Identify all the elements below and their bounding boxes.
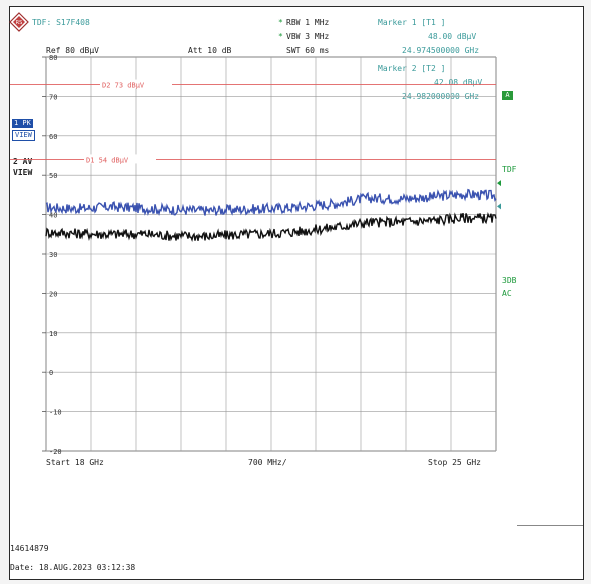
marker2-level: 42.08 dBµV bbox=[434, 78, 483, 87]
trace2-mode-label: 2 AV bbox=[13, 157, 33, 166]
y-tick-label: 70 bbox=[49, 93, 57, 101]
marker1-title: Marker 1 [T1 ] bbox=[378, 18, 446, 27]
vbw-star: * bbox=[278, 32, 283, 41]
ac-indicator: AC bbox=[502, 289, 512, 298]
rbw-star: * bbox=[278, 18, 283, 27]
y-tick-label: 10 bbox=[49, 330, 57, 338]
y-tick-label: -10 bbox=[49, 409, 62, 417]
marker1-level: 48.00 dBµV bbox=[428, 32, 477, 41]
limit-label-bg bbox=[84, 154, 156, 164]
trace-average bbox=[45, 211, 497, 242]
stop-frequency-label: Stop 25 GHz bbox=[428, 458, 481, 467]
y-tick-label: 30 bbox=[49, 251, 57, 259]
marker-indicator-icon bbox=[497, 180, 501, 187]
marker1-frequency: 24.974500000 GHz bbox=[402, 46, 480, 55]
y-tick-label: -20 bbox=[49, 448, 62, 456]
start-frequency-label: Start 18 GHz bbox=[46, 458, 104, 467]
attenuation-label: Att 10 dB bbox=[188, 46, 232, 55]
divider-line bbox=[517, 525, 583, 526]
marker2-title: Marker 2 [T2 ] bbox=[378, 64, 446, 73]
trace-peak bbox=[45, 188, 497, 217]
y-tick-label: 60 bbox=[49, 133, 57, 141]
limit-line-label: D2 73 dBµV bbox=[102, 82, 145, 90]
a-indicator: A bbox=[502, 91, 513, 100]
ref-level-label: Ref 80 dBµV bbox=[46, 46, 99, 55]
rbw-label: RBW 1 MHz bbox=[286, 18, 330, 27]
y-tick-label: 20 bbox=[49, 290, 57, 298]
span-per-division-label: 700 MHz/ bbox=[248, 458, 287, 467]
3db-indicator: 3DB bbox=[502, 276, 517, 285]
trace1-mode-badge: 1 PK bbox=[12, 119, 33, 128]
svg-text:RS: RS bbox=[16, 20, 23, 26]
tdf-label: TDF: S17F408 bbox=[32, 18, 90, 27]
y-tick-label: 0 bbox=[49, 369, 53, 377]
spectrum-plot: D2 73 dBµV D1 54 dBµV 80 70 60 50 40 30 20 10 0 -1… bbox=[10, 54, 501, 456]
screenshot-id: 14614879 bbox=[10, 544, 49, 553]
capture-date: Date: 18.AUG.2023 03:12:38 bbox=[10, 563, 136, 572]
analyzer-screenshot: RS TDF: S17F408 Ref 80 dBµV Att 10 dB * … bbox=[9, 6, 584, 580]
sweep-time-label: SWT 60 ms bbox=[286, 46, 330, 55]
vbw-label: VBW 3 MHz bbox=[286, 32, 330, 41]
limit-line-label: D1 54 dBµV bbox=[86, 156, 129, 164]
trace2-view-label: VIEW bbox=[13, 168, 33, 177]
y-tick-label: 40 bbox=[49, 212, 57, 220]
marker-indicator-icon bbox=[497, 203, 501, 210]
tdf-indicator: TDF bbox=[502, 165, 517, 174]
limit-label-bg bbox=[100, 79, 172, 89]
y-tick-label: 50 bbox=[49, 172, 57, 180]
rohde-schwarz-logo-icon: RS bbox=[9, 12, 29, 32]
y-tick-label: 80 bbox=[49, 54, 57, 62]
trace1-view-badge: VIEW bbox=[12, 130, 35, 141]
